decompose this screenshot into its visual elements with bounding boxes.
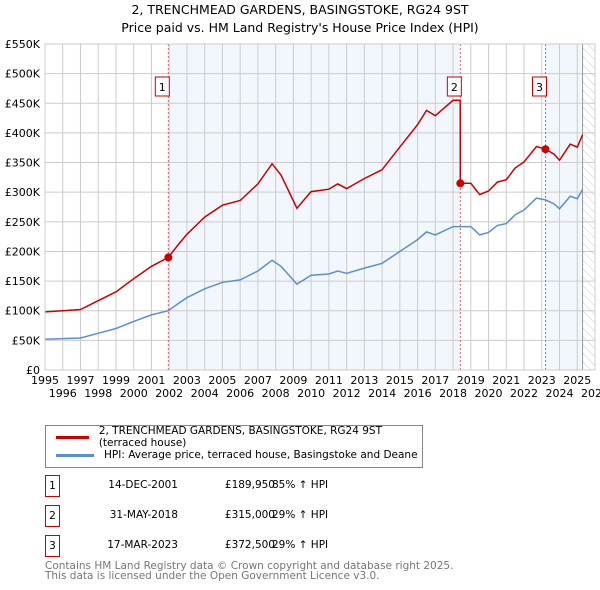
x-tick-label: 2013 bbox=[350, 374, 378, 387]
x-tick-label: 1998 bbox=[84, 387, 112, 400]
x-tick-label: 2024 bbox=[546, 387, 574, 400]
sale-price: £372,500 bbox=[224, 539, 275, 551]
x-tick-label: 2001 bbox=[137, 374, 165, 387]
sale-marker-box bbox=[446, 76, 462, 97]
sale-number-badge: 3 bbox=[45, 535, 60, 557]
y-tick-label: £250K bbox=[5, 216, 41, 229]
legend-item-hpi: HPI: Average price, terraced house, Basi… bbox=[56, 447, 418, 463]
x-tick-label: 2025 bbox=[563, 374, 591, 387]
sale-hpi-change: 29% ↑ HPI bbox=[272, 509, 329, 521]
x-tick-label: 2015 bbox=[386, 374, 414, 387]
sale-marker-label: 2 bbox=[451, 81, 458, 94]
legend: 2, TRENCHMEAD GARDENS, BASINGSTOKE, RG24… bbox=[45, 425, 423, 468]
x-tick-label: 2004 bbox=[191, 387, 219, 400]
y-tick-label: £50K bbox=[12, 334, 41, 347]
footer-copyright: Contains HM Land Registry data © Crown c… bbox=[45, 560, 454, 572]
sale-hpi-change: 85% ↑ HPI bbox=[272, 479, 329, 491]
x-tick-label: 2011 bbox=[315, 374, 343, 387]
x-tick-label: 2020 bbox=[475, 387, 503, 400]
sale-point bbox=[541, 145, 550, 154]
shaded-period bbox=[168, 44, 461, 370]
footer-licence: This data is licensed under the Open Gov… bbox=[45, 570, 380, 582]
sale-marker-box bbox=[154, 76, 170, 97]
y-tick-label: £300K bbox=[5, 186, 41, 199]
sale-point bbox=[456, 179, 465, 188]
x-tick-label: 2002 bbox=[155, 387, 183, 400]
x-tick-label: 2010 bbox=[297, 387, 325, 400]
y-tick-label: £450K bbox=[5, 97, 41, 110]
sale-date: 17-MAR-2023 bbox=[107, 539, 178, 551]
sale-price: £189,950 bbox=[224, 479, 275, 491]
legend-label: 2, TRENCHMEAD GARDENS, BASINGSTOKE, RG24… bbox=[98, 425, 383, 449]
sale-date: 14-DEC-2001 bbox=[108, 479, 178, 491]
legend-swatch-red bbox=[56, 435, 89, 439]
x-tick-label: 2006 bbox=[226, 387, 254, 400]
y-tick-label: £400K bbox=[5, 127, 41, 140]
chart-subtitle: Price paid vs. HM Land Registry's House … bbox=[121, 20, 479, 35]
y-tick-label: £500K bbox=[5, 68, 41, 81]
sale-marker-label: 1 bbox=[159, 81, 166, 94]
sale-marker-label: 3 bbox=[536, 81, 543, 94]
chart-title: 2, TRENCHMEAD GARDENS, BASINGSTOKE, RG24… bbox=[131, 2, 469, 17]
x-tick-label: 2005 bbox=[208, 374, 236, 387]
x-tick-label: 2003 bbox=[173, 374, 201, 387]
series-line bbox=[44, 188, 584, 340]
sale-price: £315,000 bbox=[224, 509, 275, 521]
x-tick-label: 1999 bbox=[102, 374, 130, 387]
legend-item-property: 2, TRENCHMEAD GARDENS, BASINGSTOKE, RG24… bbox=[56, 425, 422, 449]
x-tick-label: 2018 bbox=[439, 387, 467, 400]
plot-border bbox=[44, 43, 596, 371]
sale-row: 2 31-MAY-2018 £315,000 29% ↑ HPI bbox=[45, 505, 495, 527]
x-tick-label: 2022 bbox=[510, 387, 538, 400]
x-tick-label: 2000 bbox=[120, 387, 148, 400]
y-tick-label: £550K bbox=[5, 38, 41, 51]
x-tick-label: 2008 bbox=[262, 387, 290, 400]
y-tick-label: £100K bbox=[5, 305, 41, 318]
x-tick-label: 2016 bbox=[404, 387, 432, 400]
price-chart: 1995199619971998199920002001200220032004… bbox=[5, 38, 600, 400]
x-tick-label: 2019 bbox=[457, 374, 485, 387]
x-tick-label: 2017 bbox=[421, 374, 449, 387]
x-tick-label: 2007 bbox=[244, 374, 272, 387]
sale-hpi-change: 29% ↑ HPI bbox=[272, 539, 329, 551]
x-tick-label: 2021 bbox=[492, 374, 520, 387]
legend-swatch-blue bbox=[56, 453, 94, 457]
sale-date: 31-MAY-2018 bbox=[109, 509, 178, 521]
sale-row: 3 17-MAR-2023 £372,500 29% ↑ HPI bbox=[45, 535, 495, 557]
x-tick-label: 2026 bbox=[581, 387, 600, 400]
sale-number-badge: 2 bbox=[45, 505, 60, 527]
sale-marker-box bbox=[532, 76, 547, 97]
shaded-period bbox=[545, 44, 583, 370]
y-tick-label: £0 bbox=[26, 364, 40, 377]
x-tick-label: 1995 bbox=[31, 374, 59, 387]
x-tick-label: 1996 bbox=[49, 387, 77, 400]
x-tick-label: 2012 bbox=[333, 387, 361, 400]
x-tick-label: 2023 bbox=[528, 374, 556, 387]
sale-number-badge: 1 bbox=[45, 475, 60, 497]
y-tick-label: £200K bbox=[5, 245, 41, 258]
forecast-hatch bbox=[582, 44, 595, 370]
y-tick-label: £350K bbox=[5, 157, 41, 170]
x-tick-label: 2014 bbox=[368, 387, 396, 400]
sale-row: 1 14-DEC-2001 £189,950 85% ↑ HPI bbox=[45, 475, 495, 497]
legend-label: HPI: Average price, terraced house, Basi… bbox=[104, 449, 418, 461]
y-tick-label: £150K bbox=[5, 275, 41, 288]
x-tick-label: 2009 bbox=[279, 374, 307, 387]
x-tick-label: 1997 bbox=[66, 374, 94, 387]
sale-point bbox=[164, 253, 173, 262]
